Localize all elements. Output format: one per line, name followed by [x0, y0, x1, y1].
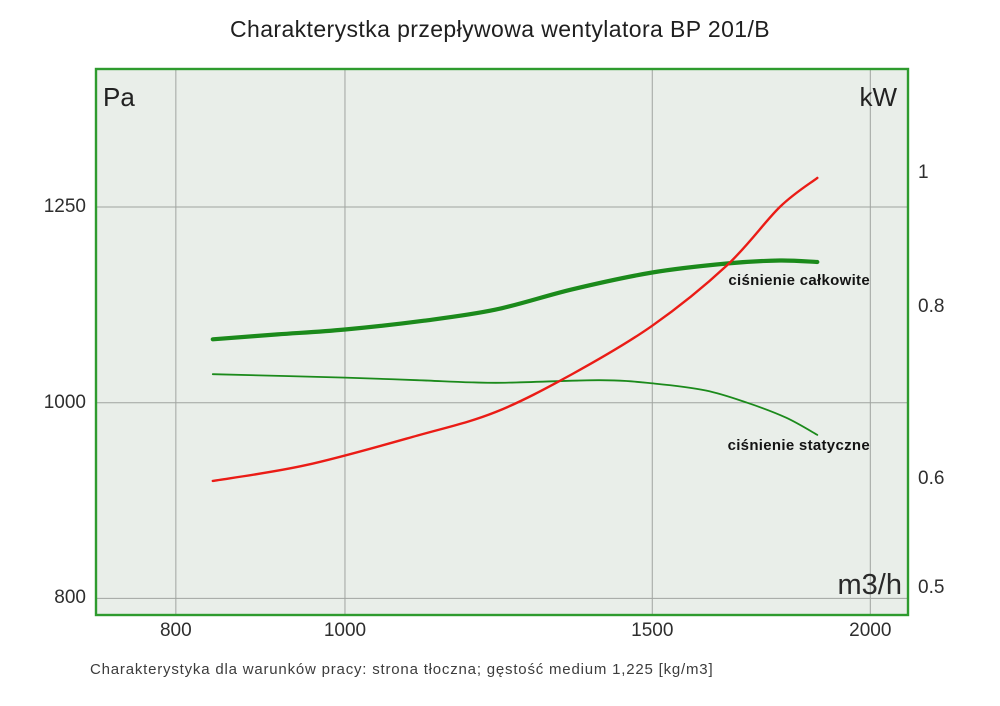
curve-total-pressure [210, 258, 820, 342]
x-axis-unit-label: m3/h [837, 569, 902, 601]
x-tick-label: 2000 [849, 620, 892, 641]
y-right-tick-label: 0.8 [918, 295, 945, 317]
x-tick-label: 800 [159, 620, 192, 641]
y-right-tick-label: 0.5 [918, 577, 945, 599]
left-axis-unit-label: Pa [103, 82, 135, 112]
right-axis-unit-label: kW [859, 82, 897, 112]
y-left-tick-label: 800 [54, 587, 86, 609]
chart-caption: Charakterystyka dla warunków pracy: stro… [90, 661, 714, 678]
x-tick-label: 1500 [631, 620, 674, 641]
y-left-tick-label: 1000 [43, 391, 86, 413]
y-left-tick-label: 1250 [43, 195, 86, 217]
plot-border [94, 67, 910, 617]
series-label-static-pressure: ciśnienie statyczne [727, 437, 870, 454]
y-right-tick-label: 0.6 [918, 467, 945, 489]
y-right-tick-label: 1 [918, 162, 929, 184]
x-tick-label: 1000 [323, 620, 367, 641]
curve-power [211, 176, 819, 483]
series-label-total-pressure: ciśnienie całkowite [728, 272, 870, 289]
plot-background [96, 69, 908, 615]
curve-static-pressure [211, 373, 819, 436]
page-title: Charakterystka przepływowa wentylatora B… [230, 16, 770, 42]
